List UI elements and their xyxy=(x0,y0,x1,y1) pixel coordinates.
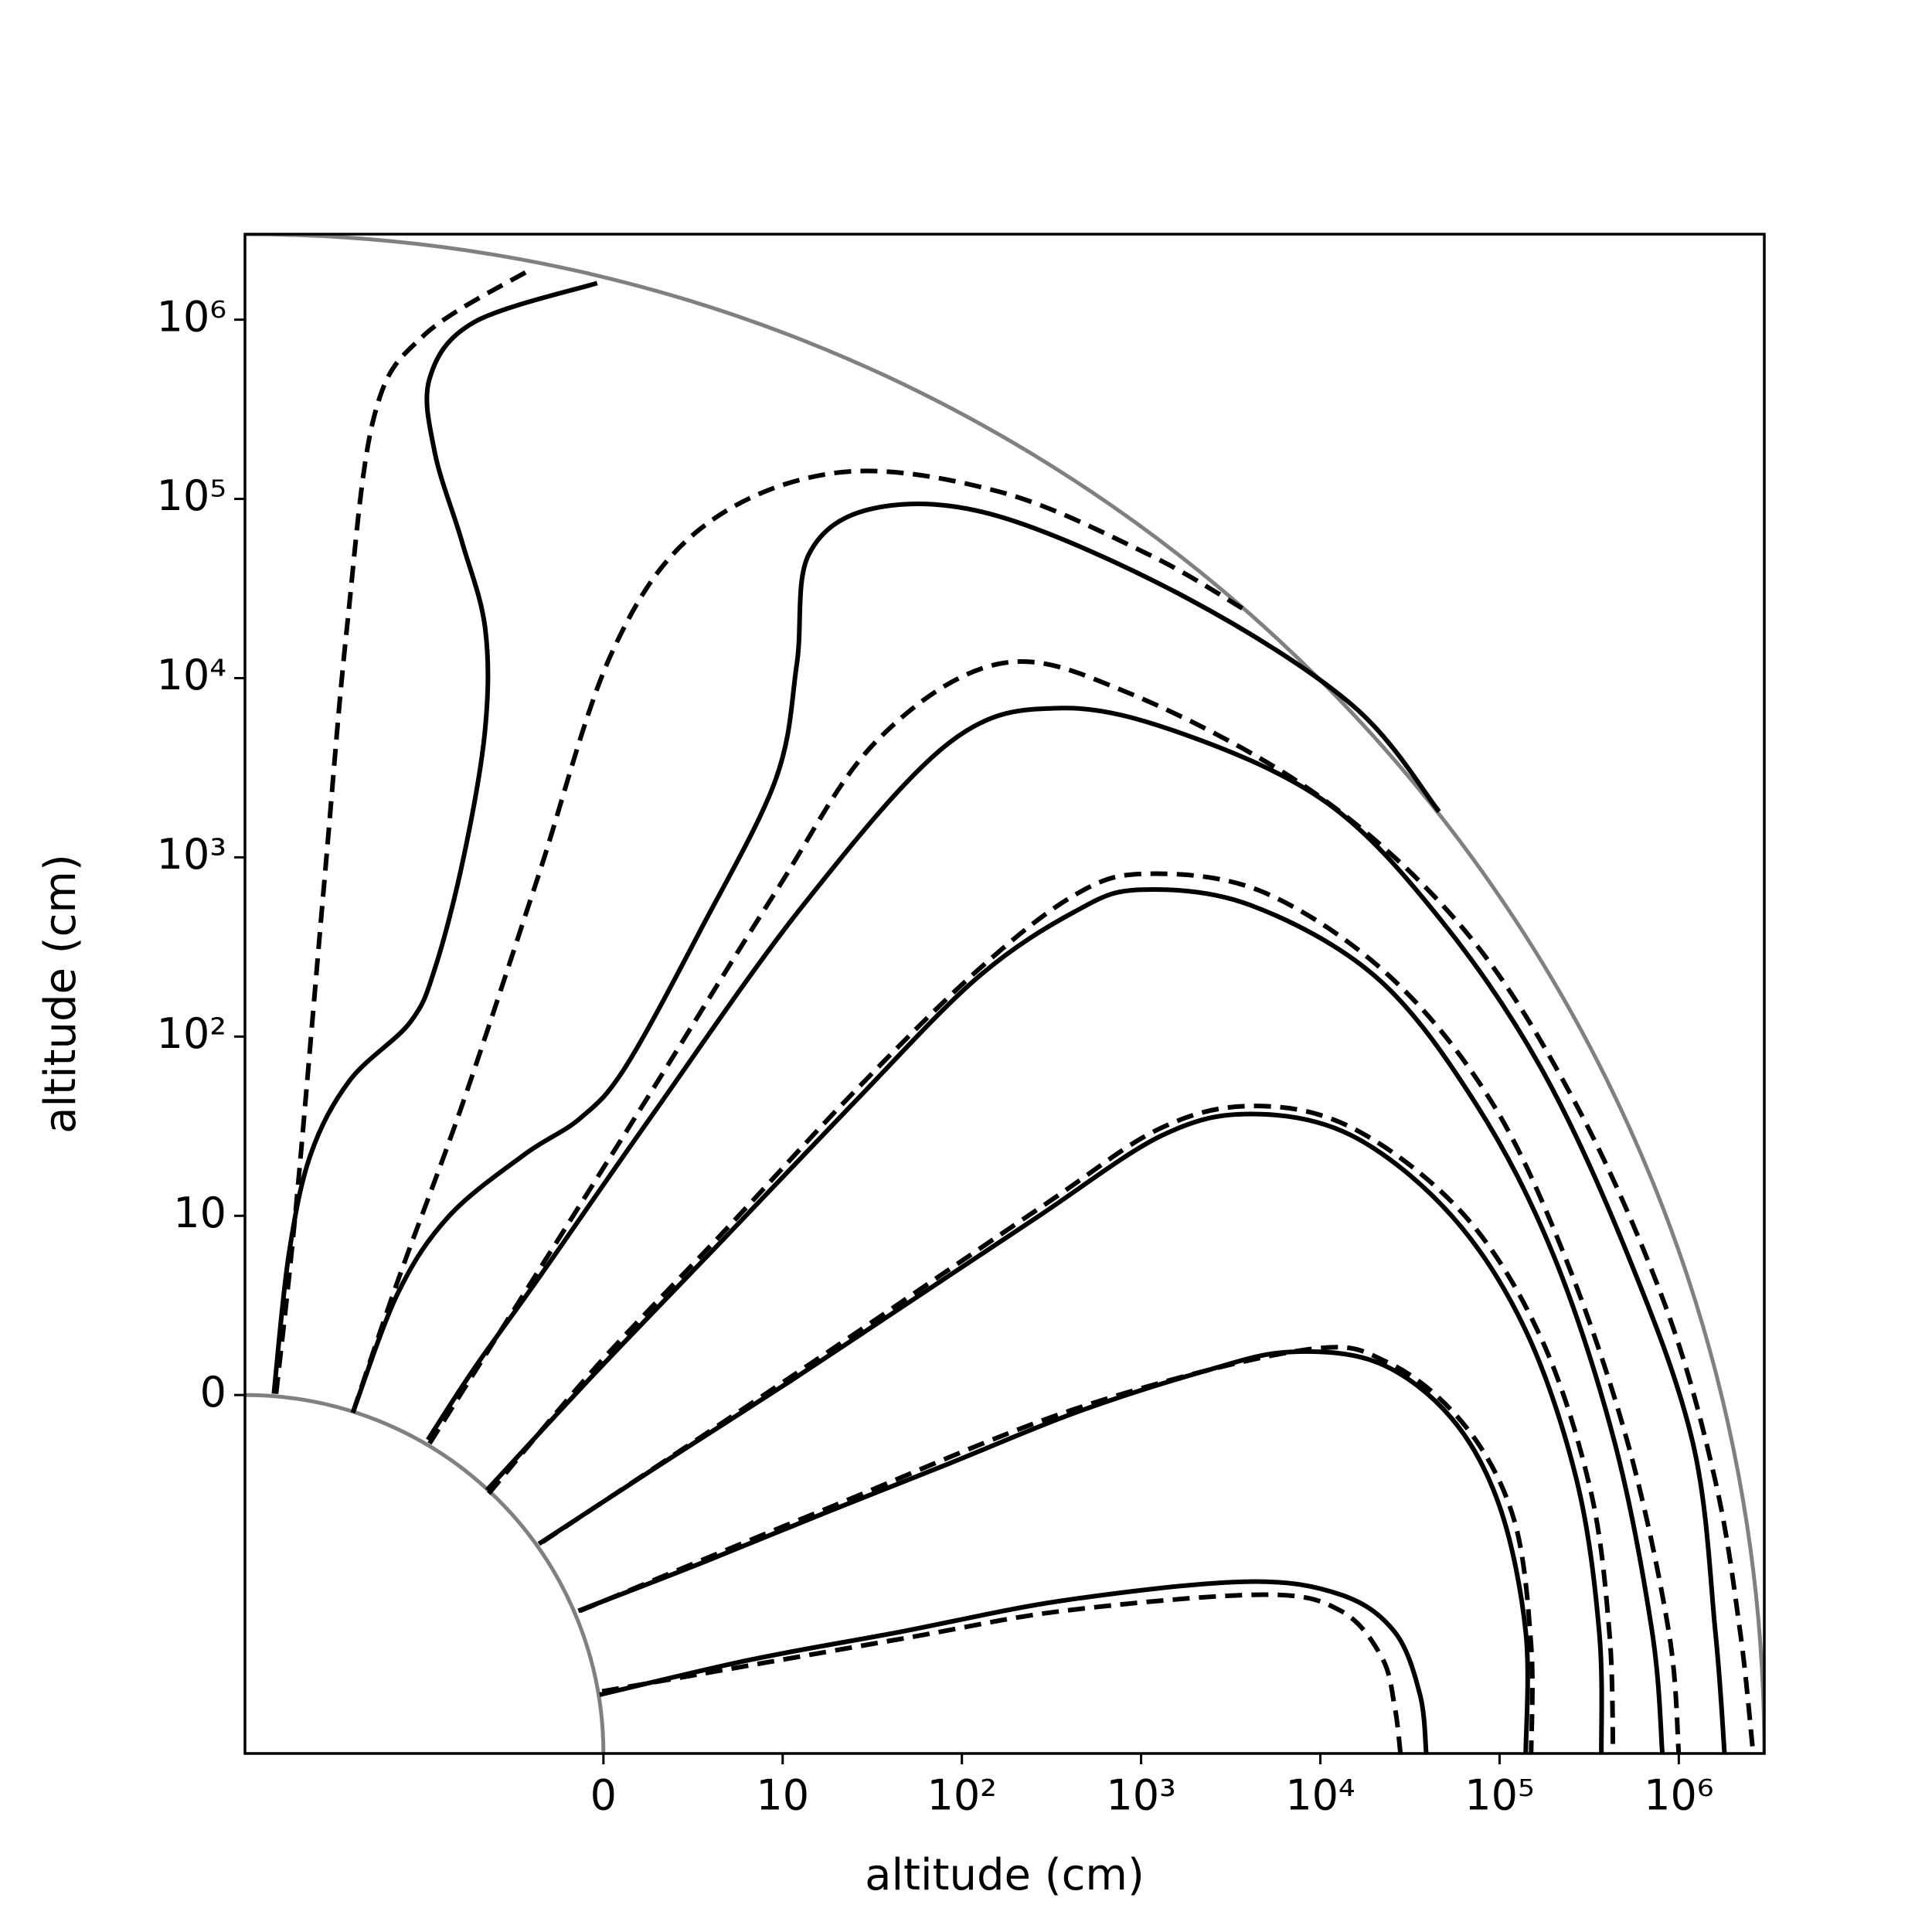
x-tick-label: 10⁵ xyxy=(1464,1771,1534,1820)
y-tick-label: 10⁵ xyxy=(157,471,226,520)
x-tick-label: 10³ xyxy=(1106,1771,1175,1820)
solid-field-line xyxy=(577,1349,1530,1753)
solid-field-line xyxy=(485,886,1665,1753)
solid-field-line xyxy=(426,706,1727,1753)
y-tick-label: 10² xyxy=(157,1009,226,1058)
x-tick-label: 10⁴ xyxy=(1285,1771,1355,1820)
dashed-field-line xyxy=(601,1592,1403,1753)
x-tick-label: 10² xyxy=(927,1771,996,1820)
dashed-field-line xyxy=(274,267,532,1394)
solid-field-line xyxy=(271,281,598,1394)
plot-area xyxy=(245,234,1764,1753)
dashed-field-line xyxy=(579,1345,1535,1753)
axes-frame xyxy=(243,233,1766,1755)
solid-field-line xyxy=(599,1579,1429,1753)
x-tick-label: 0 xyxy=(590,1771,617,1820)
y-tick-label: 10 xyxy=(173,1189,226,1237)
solid-field-line xyxy=(537,1111,1604,1753)
y-tick-label: 10⁶ xyxy=(157,292,226,341)
y-tick-label: 0 xyxy=(200,1368,226,1417)
dashed-field-line xyxy=(487,871,1682,1753)
solid-field-line xyxy=(350,501,1441,1413)
dashed-field-line xyxy=(350,468,1247,1413)
inner-boundary xyxy=(245,1393,606,1753)
x-axis-label: altitude (cm) xyxy=(865,1850,1145,1900)
y-axis-label: altitude (cm) xyxy=(36,854,86,1134)
outer-boundary xyxy=(245,234,1764,1753)
x-tick-label: 10 xyxy=(756,1771,809,1820)
dashed-field-line xyxy=(541,1104,1616,1753)
y-tick-label: 10⁴ xyxy=(157,651,226,699)
y-tick-label: 10³ xyxy=(157,830,226,879)
x-tick-label: 10⁶ xyxy=(1644,1771,1713,1820)
